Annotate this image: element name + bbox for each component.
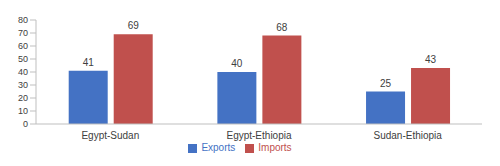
svg-text:41: 41: [83, 57, 95, 68]
svg-text:Sudan-Ethiopia: Sudan-Ethiopia: [373, 130, 442, 141]
svg-text:0: 0: [23, 119, 28, 129]
svg-text:40: 40: [18, 67, 28, 77]
svg-text:Egypt-Sudan: Egypt-Sudan: [81, 130, 139, 141]
svg-text:25: 25: [380, 78, 392, 89]
svg-text:20: 20: [18, 93, 28, 103]
html-text:Imports: Imports: [258, 142, 292, 153]
svg-text:30: 30: [18, 80, 28, 90]
svg-text:70: 70: [18, 28, 28, 38]
svg-text:50: 50: [18, 54, 28, 64]
svg-text:80: 80: [18, 15, 28, 25]
svg-text:10: 10: [18, 106, 28, 116]
svg-text:Egypt-Ethiopia: Egypt-Ethiopia: [226, 130, 291, 141]
svg-text:69: 69: [128, 20, 140, 31]
svg-text:60: 60: [18, 41, 28, 51]
svg-text:43: 43: [425, 54, 437, 65]
html-text:Exports: Exports: [201, 142, 236, 153]
svg-text:40: 40: [231, 58, 243, 69]
svg-text:68: 68: [276, 22, 288, 33]
